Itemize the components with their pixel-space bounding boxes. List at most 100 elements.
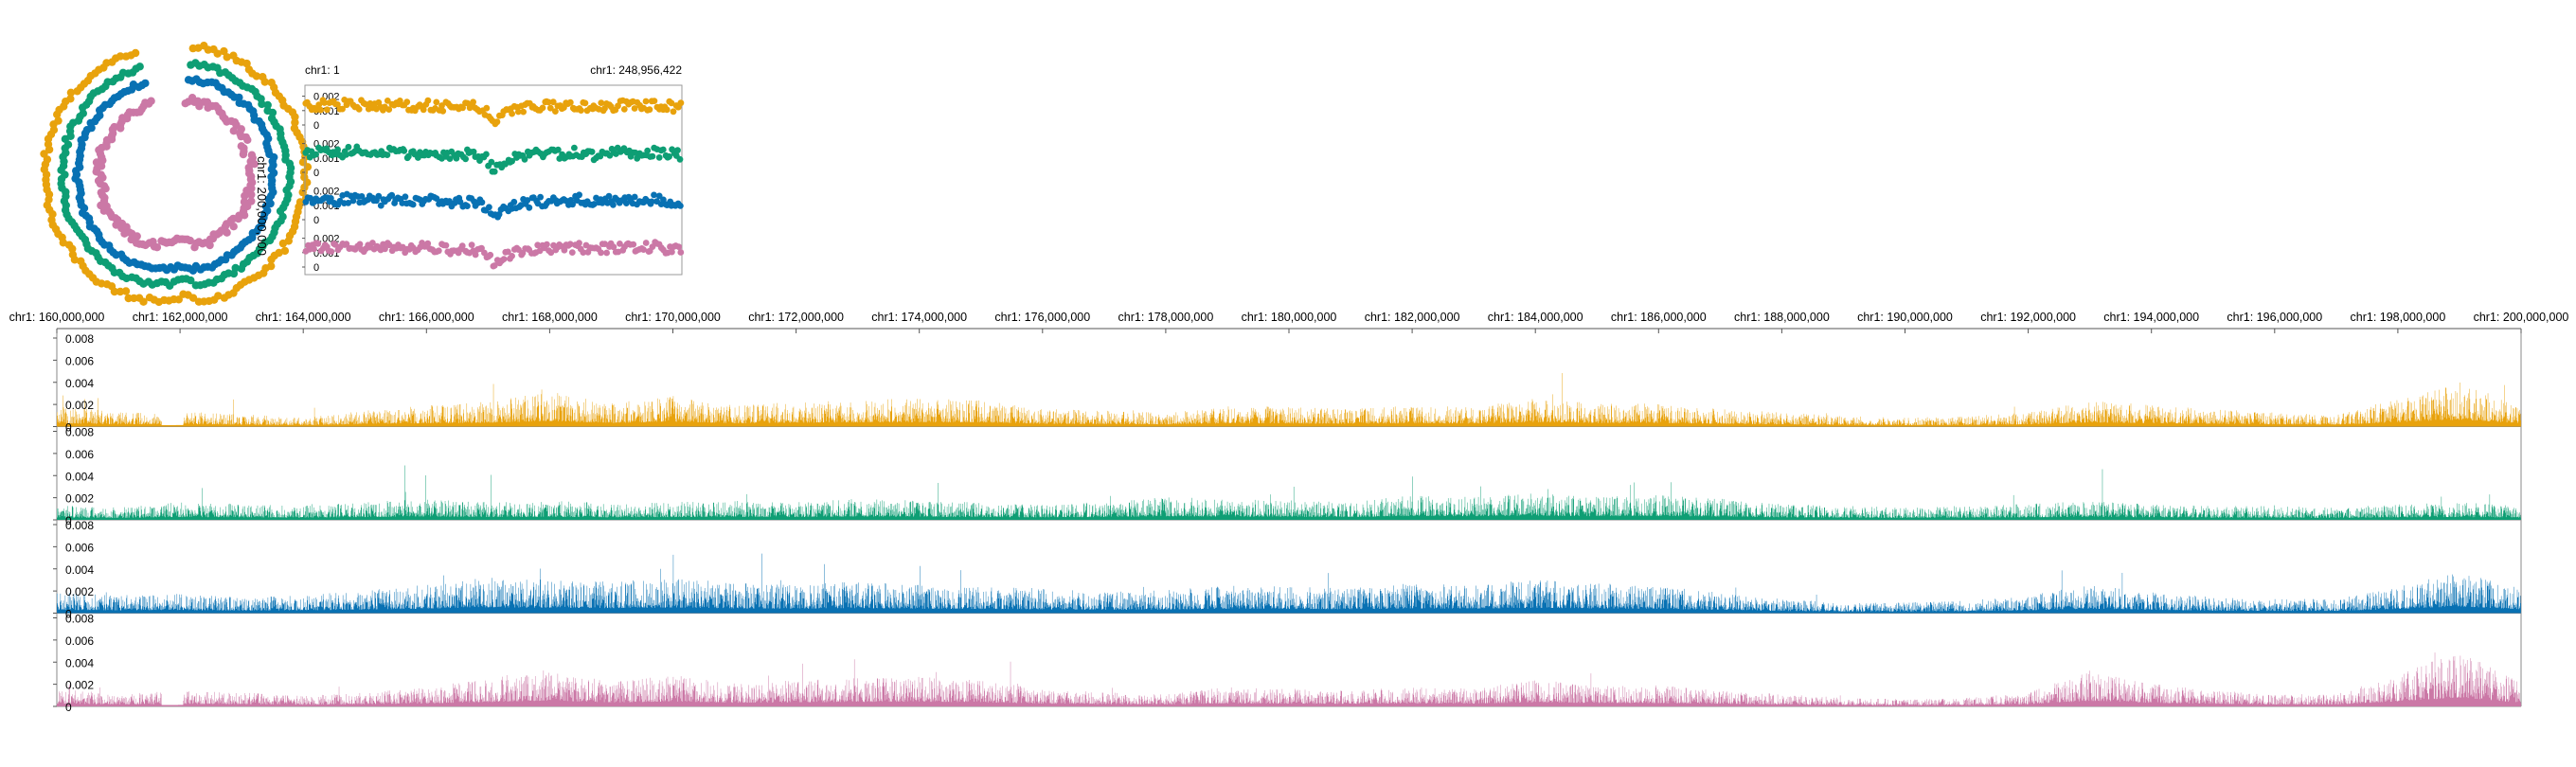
- circular-overview: [40, 42, 313, 307]
- overview-y-tick-label: 0.002: [313, 187, 340, 198]
- overview-point: [388, 191, 396, 199]
- overview-point: [539, 104, 546, 112]
- overview-point: [349, 197, 357, 205]
- overview-y-tick-label: 0: [313, 168, 319, 179]
- x-axis-tick-label: chr1: 198,000,000: [2351, 311, 2446, 324]
- overview-point: [409, 201, 417, 208]
- overview-point: [620, 106, 628, 113]
- detail-track-panel: chr1: 160,000,000 chr1: 162,000,000 chr1: …: [9, 311, 2569, 714]
- track-y-tick-label: 0: [65, 608, 72, 621]
- overview-y-tick-label: 0: [313, 262, 319, 274]
- circular-point: [116, 52, 125, 61]
- circular-point: [243, 135, 252, 144]
- overview-point: [561, 246, 568, 254]
- detail-x-axis: chr1: 160,000,000 chr1: 162,000,000 chr1: …: [9, 311, 2568, 333]
- track-y-tick-label: 0: [65, 514, 72, 527]
- circular-point: [258, 99, 266, 109]
- overview-point: [377, 202, 385, 209]
- overview-point: [311, 245, 317, 253]
- track-y-tick-label: 0.002: [65, 399, 94, 412]
- overview-point: [659, 146, 667, 153]
- overview-point: [666, 152, 672, 160]
- circular-point: [278, 239, 288, 248]
- overview-point: [644, 147, 652, 154]
- circular-point: [213, 49, 222, 58]
- circular-track-2: [57, 59, 295, 290]
- overview-point: [459, 104, 466, 112]
- track-y-tick-label: 0.006: [65, 448, 94, 461]
- overview-point: [493, 118, 501, 126]
- overview-point: [566, 241, 574, 248]
- overview-point: [403, 98, 411, 106]
- circular-point: [237, 264, 246, 273]
- overview-point: [384, 98, 391, 104]
- overview-point: [651, 98, 658, 104]
- overview-point: [546, 104, 554, 112]
- overview-point: [617, 241, 623, 247]
- track-y-tick-label: 0.004: [65, 563, 94, 577]
- overview-point: [321, 99, 328, 106]
- overview-point: [526, 204, 533, 211]
- x-axis-tick-label: chr1: 160,000,000: [9, 311, 105, 324]
- overview-point: [631, 105, 638, 112]
- x-axis-tick-label: chr1: 182,000,000: [1365, 311, 1460, 324]
- circular-point: [64, 241, 74, 249]
- overview-point: [649, 152, 656, 160]
- overview-point: [581, 99, 589, 107]
- circular-track-1: [40, 42, 313, 307]
- overview-point: [495, 211, 503, 218]
- coverage-bars: [57, 652, 2521, 706]
- overview-point: [468, 241, 475, 248]
- overview-point: [435, 247, 442, 255]
- circular-track-3: [71, 75, 278, 275]
- x-axis-tick-label: chr1: 176,000,000: [994, 311, 1090, 324]
- circular-point: [66, 95, 75, 103]
- track-y-tick-label: 0.002: [65, 492, 94, 506]
- overview-point: [569, 201, 576, 208]
- overview-point: [505, 248, 511, 256]
- circular-point: [242, 59, 251, 68]
- circular-point: [229, 127, 238, 135]
- x-axis-tick-label: chr1: 178,000,000: [1118, 311, 1214, 324]
- overview-point: [402, 193, 409, 201]
- overview-point: [615, 102, 621, 110]
- overview-point: [488, 158, 495, 166]
- overview-point: [385, 106, 393, 113]
- overview-point: [358, 193, 366, 200]
- coverage-bars: [57, 372, 2521, 427]
- overview-point: [324, 106, 331, 114]
- overview-point: [314, 240, 322, 247]
- overview-point: [668, 99, 675, 107]
- track-y-tick-label: 0.008: [65, 426, 94, 439]
- overview-point: [470, 98, 476, 106]
- circular-point: [68, 250, 78, 259]
- detail-track-2: 0 0.002 0.004 0.006 0.008: [53, 426, 2522, 527]
- overview-point: [549, 98, 557, 106]
- overview-point: [328, 248, 335, 255]
- circular-overview-label-group: chr1: 200,000,000: [255, 156, 269, 256]
- circular-point: [116, 287, 125, 296]
- overview-point: [646, 106, 653, 114]
- x-axis-tick-label: chr1: 192,000,000: [1980, 311, 2076, 324]
- detail-track-4: 0 0.002 0.004 0.006 0.008: [53, 613, 2522, 714]
- overview-point: [510, 198, 518, 205]
- detail-track-1: 0 0.002 0.004 0.006 0.008: [53, 332, 2522, 435]
- x-axis-tick-label: chr1: 196,000,000: [2227, 311, 2322, 324]
- overview-point: [343, 151, 349, 158]
- overview-point: [345, 143, 352, 151]
- track-y-tick-label: 0.004: [65, 377, 94, 390]
- circular-point: [135, 62, 144, 71]
- circular-point: [239, 150, 248, 159]
- circular-track-4: [92, 94, 259, 252]
- overview-point: [313, 106, 319, 114]
- circular-point: [252, 72, 261, 80]
- coverage-bars: [57, 465, 2521, 520]
- overview-point: [328, 195, 334, 202]
- circular-point: [121, 287, 131, 295]
- circular-point: [124, 294, 133, 303]
- track-y-tick-label: 0.008: [65, 613, 94, 626]
- overview-point: [576, 191, 582, 199]
- overview-point: [442, 241, 450, 249]
- overview-point: [520, 108, 527, 116]
